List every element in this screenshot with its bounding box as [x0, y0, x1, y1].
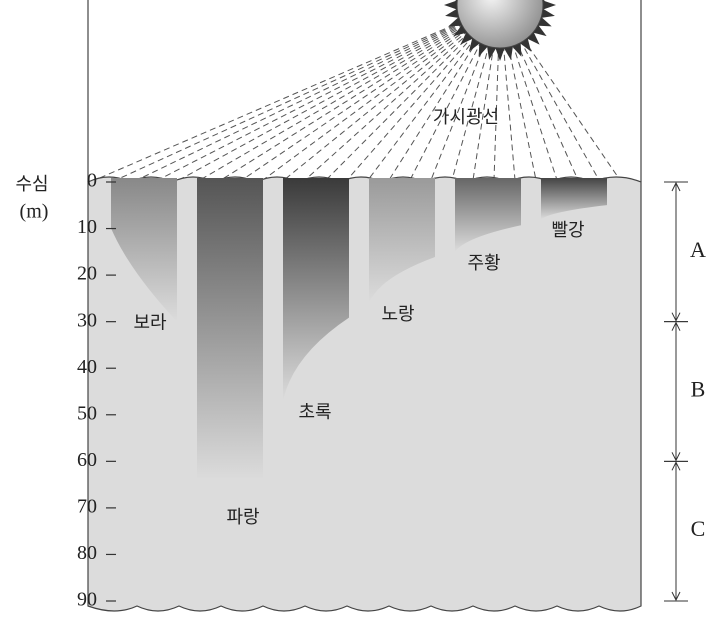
tick-label: 60 — [77, 449, 97, 471]
light-ray — [115, 4, 501, 181]
band-label: 초록 — [298, 402, 331, 423]
tick-label: 20 — [77, 263, 97, 285]
light-ray — [94, 4, 501, 181]
light-band — [541, 178, 607, 220]
band-label: 보라 — [133, 313, 167, 334]
zone-label: B — [691, 377, 706, 402]
light-band — [369, 178, 435, 304]
light-ray — [283, 4, 501, 181]
light-ray — [493, 4, 501, 181]
light-ray — [199, 4, 501, 181]
light-ray — [220, 4, 501, 181]
tick-label: 40 — [77, 356, 97, 378]
sun — [456, 0, 544, 49]
light-ray — [136, 4, 501, 181]
axis-title: 수심 — [15, 174, 48, 195]
arrow-head — [671, 321, 681, 462]
band-label: 파랑 — [226, 507, 259, 528]
tick-label: 50 — [77, 402, 97, 424]
light-band — [283, 178, 349, 401]
tick-label: 70 — [77, 495, 97, 517]
light-ray — [157, 4, 501, 181]
arrow-head — [671, 181, 681, 322]
tick-label: 10 — [77, 216, 97, 238]
zone-label: A — [690, 237, 706, 262]
zone-label: C — [691, 516, 706, 541]
light-ray — [262, 4, 501, 181]
light-label: 가시광선 — [433, 107, 499, 128]
axis-unit: (m) — [20, 201, 49, 223]
band-label: 빨강 — [551, 220, 584, 241]
tick-label: 0 — [87, 170, 97, 192]
light-band — [111, 178, 177, 322]
arrow-head — [671, 461, 681, 602]
tick-label: 30 — [77, 309, 97, 331]
tick-label: 80 — [77, 542, 97, 564]
light-band — [197, 178, 263, 480]
light-band — [455, 178, 521, 252]
light-ray — [178, 4, 501, 181]
band-label: 노랑 — [381, 304, 414, 325]
light-ray — [346, 4, 501, 181]
tick-label: 90 — [77, 589, 97, 611]
light-ray — [367, 4, 501, 181]
band-label: 주황 — [467, 253, 500, 274]
sky — [94, 0, 621, 181]
